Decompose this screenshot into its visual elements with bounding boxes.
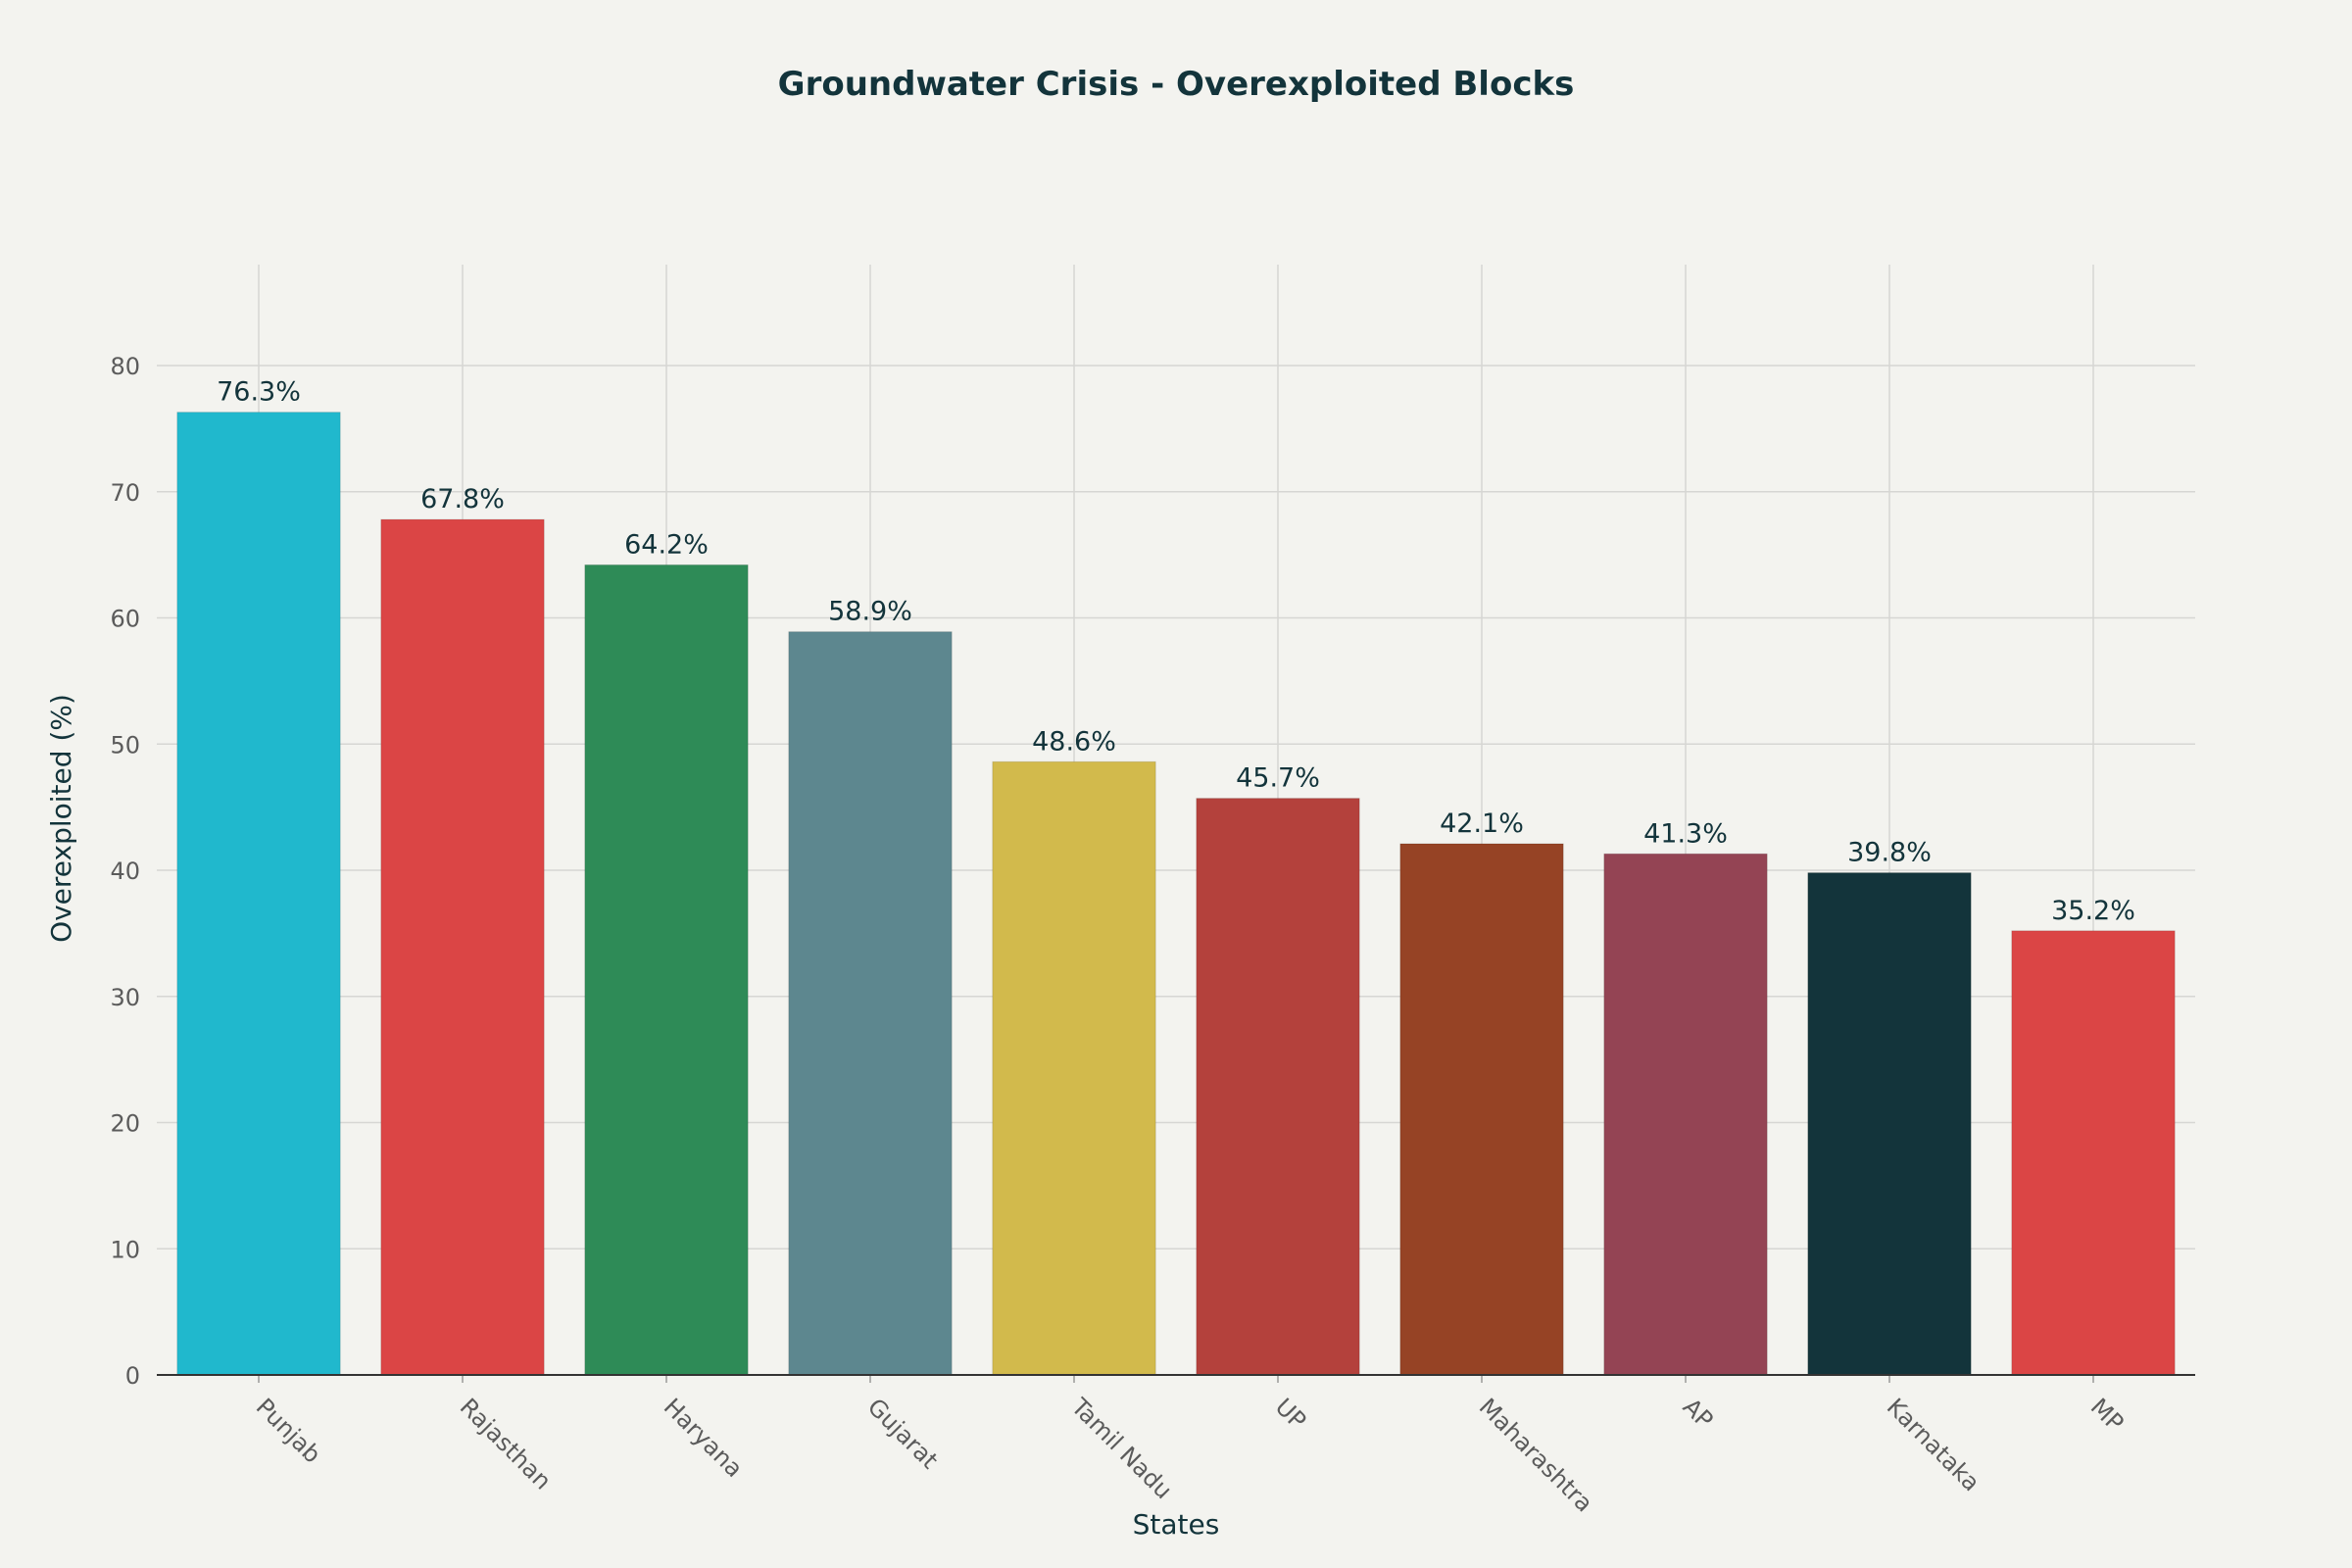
y-tick-label: 60 <box>110 606 140 633</box>
x-tick-label: Maharashtra <box>1474 1393 1598 1517</box>
x-tick-label: Rajasthan <box>455 1393 557 1494</box>
bars <box>176 412 2176 1376</box>
x-tick-label: Tamil Nadu <box>1065 1393 1177 1504</box>
bar-tamil-nadu <box>992 760 1156 1376</box>
data-label: 67.8% <box>420 484 505 514</box>
bar-ap <box>1603 853 1768 1376</box>
x-tick-label: Haryana <box>659 1393 749 1483</box>
bar-maharashtra <box>1399 843 1564 1376</box>
data-label: 45.7% <box>1236 763 1320 794</box>
chart-title: Groundwater Crisis - Overexploited Block… <box>778 65 1575 104</box>
data-label: 76.3% <box>217 377 301 408</box>
bar-up <box>1196 798 1360 1376</box>
y-tick-label: 40 <box>110 858 140 885</box>
bar-punjab <box>176 412 341 1376</box>
bar-gujarat <box>788 631 953 1376</box>
bar-haryana <box>584 564 749 1376</box>
x-tick-label: MP <box>2085 1393 2130 1437</box>
data-label: 48.6% <box>1032 726 1116 757</box>
y-tick-label: 50 <box>110 731 140 759</box>
x-tick-label: Gujarat <box>862 1393 944 1474</box>
data-label: 64.2% <box>624 529 709 560</box>
data-label: 39.8% <box>1847 838 1932 868</box>
y-tick-label: 80 <box>110 353 140 380</box>
x-tick-label: Punjab <box>251 1393 326 1468</box>
y-tick-label: 0 <box>125 1362 140 1390</box>
x-tick-label: Karnataka <box>1882 1393 1985 1496</box>
y-tick-label: 20 <box>110 1110 140 1138</box>
y-tick-label: 30 <box>110 984 140 1011</box>
y-axis-title: Overexploited (%) <box>45 694 77 943</box>
x-tick-label: AP <box>1678 1393 1719 1434</box>
bar-rajasthan <box>380 518 545 1376</box>
y-tick-label: 10 <box>110 1236 140 1263</box>
x-axis-title: States <box>1133 1508 1220 1541</box>
bar-karnataka <box>1807 872 1972 1376</box>
bar-mp <box>2011 930 2176 1376</box>
data-label: 42.1% <box>1440 808 1524 839</box>
data-labels: 76.3% 67.8% 64.2% 58.9% 48.6% 45.7% 42.1% 41.3%… <box>217 377 2135 926</box>
data-label: 41.3% <box>1643 818 1728 849</box>
y-tick-label: 70 <box>110 479 140 507</box>
data-label: 35.2% <box>2051 896 2135 926</box>
x-tick-label: UP <box>1270 1393 1311 1434</box>
data-label: 58.9% <box>828 597 912 627</box>
